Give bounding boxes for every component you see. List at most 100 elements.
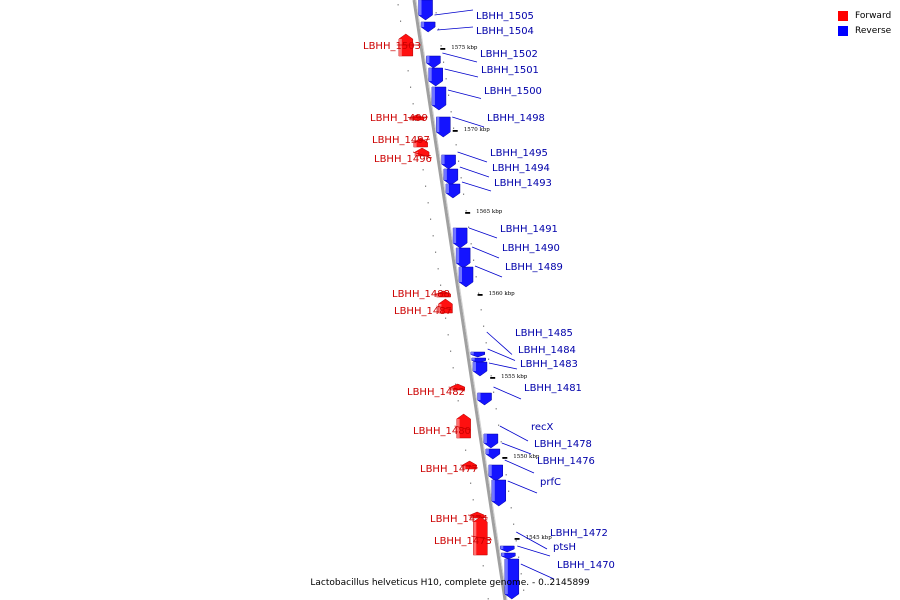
- gene-lbhh_1485[interactable]: LBHH_1485: [470, 328, 573, 358]
- gene-leader-line: [504, 459, 535, 474]
- gene-label[interactable]: LBHH_1496: [374, 154, 432, 165]
- gene-lbhh_1488[interactable]: LBHH_1488: [392, 289, 451, 300]
- gene-label[interactable]: LBHH_1490: [502, 243, 560, 254]
- gene-lbhh_1482[interactable]: LBHH_1482: [407, 383, 465, 398]
- gene-label[interactable]: prfC: [540, 477, 561, 488]
- gene-ptsh[interactable]: ptsH: [501, 542, 576, 560]
- gene-arrow-shade: [431, 87, 435, 105]
- gene-lbhh_1472[interactable]: LBHH_1472: [500, 528, 608, 553]
- genome-axis: [412, 0, 507, 600]
- gene-lbhh_1494[interactable]: LBHH_1494: [443, 163, 550, 186]
- legend: Forward Reverse: [838, 8, 891, 38]
- gene-label[interactable]: LBHH_1485: [515, 328, 573, 339]
- gene-lbhh_1498[interactable]: LBHH_1498: [436, 113, 545, 138]
- gene-label[interactable]: LBHH_1474: [430, 514, 488, 525]
- gene-label[interactable]: LBHH_1472: [550, 528, 608, 539]
- gene-lbhh_1499[interactable]: LBHH_1499: [370, 113, 428, 124]
- gene-lbhh_1480[interactable]: LBHH_1480: [413, 413, 471, 439]
- gene-label[interactable]: LBHH_1481: [524, 383, 582, 394]
- gene-prfc[interactable]: prfC: [491, 477, 561, 507]
- gene-lbhh_1490[interactable]: LBHH_1490: [455, 243, 560, 269]
- gene-label[interactable]: LBHH_1504: [476, 26, 534, 37]
- gene-arrow-shade: [459, 267, 463, 282]
- gene-lbhh_1487[interactable]: LBHH_1487: [394, 298, 453, 317]
- gene-label[interactable]: LBHH_1494: [492, 163, 550, 174]
- gene-lbhh_1474[interactable]: LBHH_1474: [430, 511, 488, 525]
- gene-lbhh_1495[interactable]: LBHH_1495: [441, 148, 548, 170]
- gene-lbhh_1500[interactable]: LBHH_1500: [431, 86, 542, 111]
- gene-label[interactable]: LBHH_1499: [370, 113, 428, 124]
- gene-label[interactable]: LBHH_1498: [487, 113, 545, 124]
- gene-label[interactable]: LBHH_1478: [534, 439, 592, 450]
- gene-lbhh_1489[interactable]: LBHH_1489: [458, 262, 563, 288]
- tick-label: 1550 kbp: [513, 454, 540, 460]
- gene-arrow-shade: [472, 362, 476, 371]
- tick-mark: [502, 457, 508, 459]
- gene-label[interactable]: LBHH_1482: [407, 387, 465, 398]
- gene-label[interactable]: LBHH_1483: [520, 359, 578, 370]
- gene-label[interactable]: LBHH_1484: [518, 345, 576, 356]
- gene-arrow-shade: [488, 465, 492, 476]
- gene-lbhh_1502[interactable]: LBHH_1502: [426, 49, 538, 69]
- gene-label[interactable]: LBHH_1477: [420, 464, 478, 475]
- gene-label[interactable]: LBHH_1503: [363, 41, 421, 52]
- gene-label[interactable]: LBHH_1473: [434, 536, 492, 547]
- gene-label[interactable]: LBHH_1502: [480, 49, 538, 60]
- gene-arrow-shade: [441, 155, 445, 164]
- tick-mark: [490, 377, 496, 379]
- gene-arrow-shade: [456, 248, 460, 263]
- legend-reverse-label: Reverse: [855, 25, 892, 36]
- gene-arrow-shade: [438, 304, 442, 313]
- gene-label[interactable]: ptsH: [553, 542, 576, 553]
- gene-lbhh_1476[interactable]: LBHH_1476: [488, 456, 595, 482]
- gene-label[interactable]: LBHH_1489: [505, 262, 563, 273]
- gene-leader-line: [437, 26, 474, 31]
- gene-lbhh_1470[interactable]: LBHH_1470: [504, 558, 615, 600]
- gene-label[interactable]: LBHH_1500: [484, 86, 542, 97]
- gene-lbhh_1505[interactable]: LBHH_1505: [418, 0, 534, 22]
- gene-lbhh_1496[interactable]: LBHH_1496: [374, 147, 433, 165]
- gene-label[interactable]: LBHH_1488: [392, 289, 450, 300]
- gene-label[interactable]: LBHH_1491: [500, 224, 558, 235]
- gene-label[interactable]: LBHH_1495: [490, 148, 548, 159]
- gene-leader-line: [452, 116, 485, 128]
- gene-label[interactable]: LBHH_1476: [537, 456, 595, 467]
- gene-lbhh_1493[interactable]: LBHH_1493: [445, 178, 552, 199]
- gene-lbhh_1497[interactable]: LBHH_1497: [372, 135, 430, 148]
- gene-lbhh_1477[interactable]: LBHH_1477: [420, 460, 478, 475]
- gene-label[interactable]: LBHH_1501: [481, 65, 539, 76]
- gene-label[interactable]: LBHH_1493: [494, 178, 552, 189]
- gene-leader-line: [520, 563, 555, 580]
- gene-leader-line: [471, 535, 492, 541]
- gene-leader-line: [434, 292, 450, 295]
- gene-leader-line: [459, 166, 490, 178]
- gene-label[interactable]: LBHH_1470: [557, 560, 615, 571]
- gene-arrow-shade: [471, 358, 475, 361]
- gene-label[interactable]: LBHH_1505: [476, 11, 534, 22]
- gene-layer: LBHH_1505 LBHH_1504 LBHH_1503 LBHH_1502 LBHH…: [363, 0, 615, 600]
- gene-label[interactable]: LBHH_1480: [413, 426, 471, 437]
- gene-leader-line: [412, 151, 433, 159]
- gene-lbhh_1483[interactable]: LBHH_1483: [472, 359, 578, 377]
- gene-lbhh_1473[interactable]: LBHH_1473: [434, 516, 492, 556]
- gene-arrow-shade: [436, 117, 440, 132]
- tick-label: 1560 kbp: [489, 291, 516, 297]
- gene-recx[interactable]: recX: [483, 422, 554, 449]
- gene-leader-line: [407, 116, 428, 118]
- gene-lbhh_1491[interactable]: LBHH_1491: [452, 224, 558, 249]
- gene-arrow-shade: [491, 480, 495, 501]
- gene-lbhh_1481[interactable]: LBHH_1481: [477, 383, 582, 406]
- tick-layer: 1575 kbp 1570 kbp 1565 kbp 1560 kbp 1555 kbp…: [440, 45, 552, 541]
- gene-arrow-shade: [445, 184, 449, 193]
- gene-label[interactable]: LBHH_1497: [372, 135, 430, 146]
- gene-arrow-shade: [436, 294, 440, 297]
- gene-leader-line: [411, 138, 430, 143]
- gene-leader-line: [468, 514, 488, 519]
- gene-lbhh_1503[interactable]: LBHH_1503: [363, 33, 421, 57]
- gene-lbhh_1478[interactable]: LBHH_1478: [485, 439, 592, 460]
- gene-lbhh_1501[interactable]: LBHH_1501: [428, 65, 539, 87]
- gene-lbhh_1504[interactable]: LBHH_1504: [420, 21, 534, 37]
- gene-label[interactable]: LBHH_1487: [394, 306, 452, 317]
- gene-label[interactable]: recX: [531, 422, 554, 433]
- tick-mark: [440, 48, 446, 50]
